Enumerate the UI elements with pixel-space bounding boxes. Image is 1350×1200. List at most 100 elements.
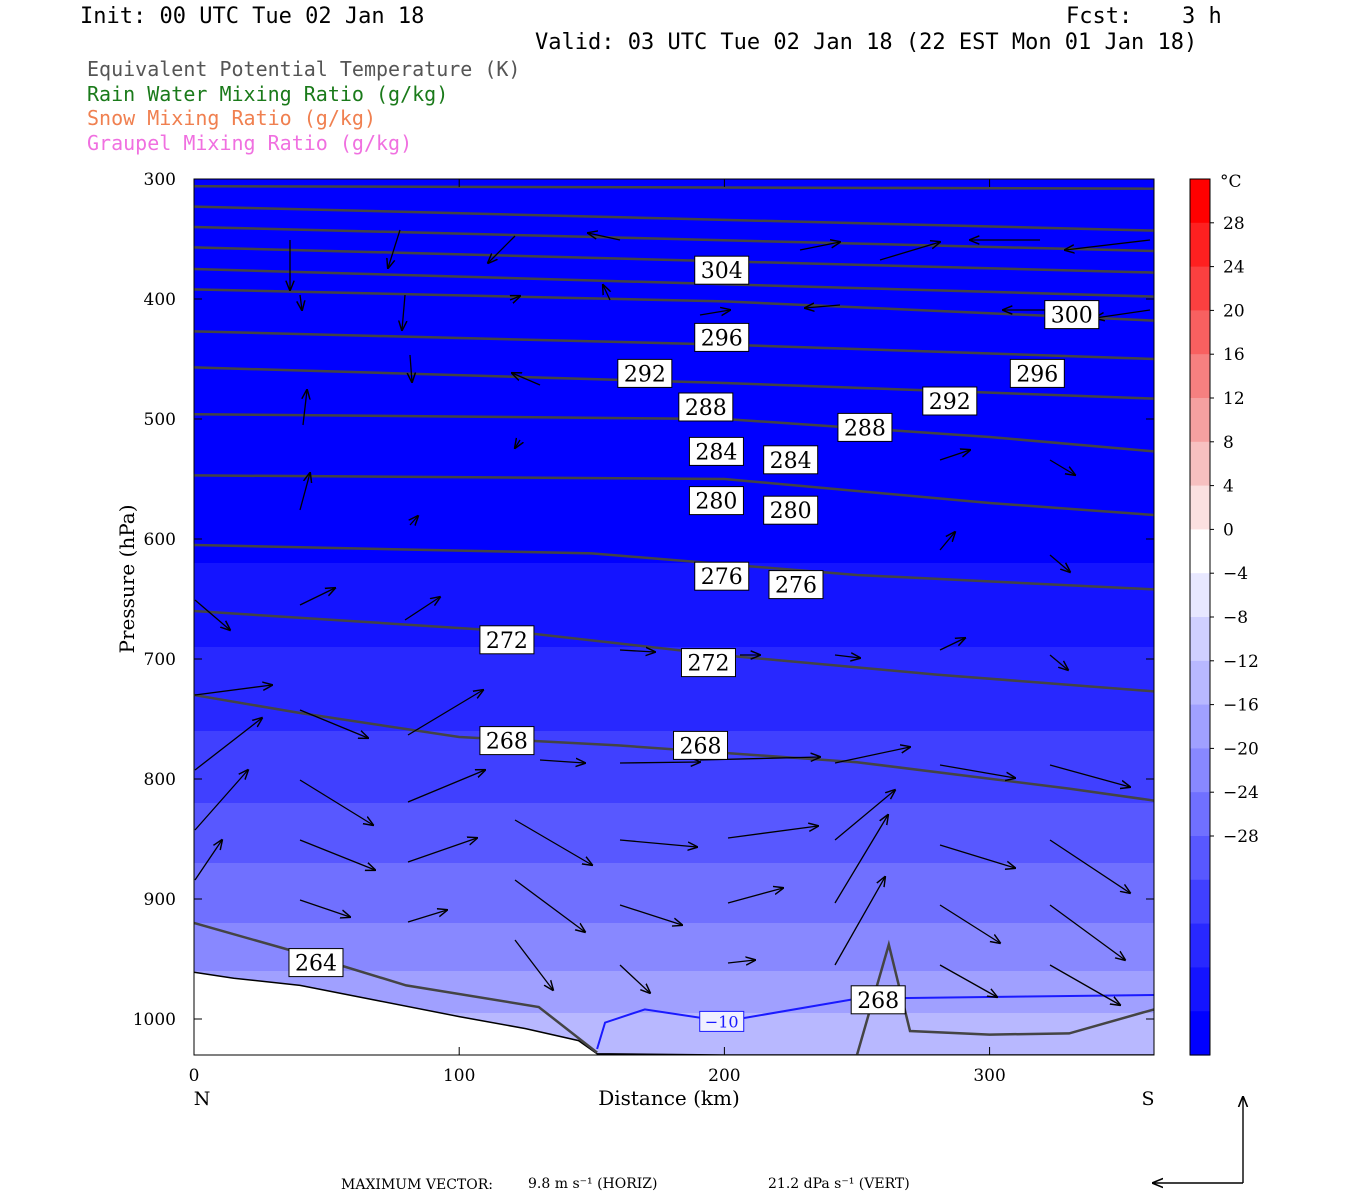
forecast-label: Fcst:: [1066, 4, 1133, 29]
wind-arrow: [1049, 654, 1068, 670]
colorbar: °C 28 24 20 16 12 8 4 0 −4 −8 −12 −16 −20 −24 −28: [1189, 172, 1259, 1056]
wind-arrow: [514, 819, 592, 865]
wind-arrow: [1049, 964, 1120, 1005]
colorbar-swatch: [1190, 573, 1210, 618]
wind-arrow: [407, 770, 485, 803]
wind-arrow: [299, 779, 373, 825]
colorbar-swatch: [1190, 398, 1210, 443]
wind-arrow: [514, 939, 553, 990]
theta-e-contour: [194, 693, 1154, 802]
colorbar-tick-label: 28: [1223, 214, 1245, 234]
theta-e-label: 288: [685, 396, 727, 421]
contour-label-box: [673, 730, 729, 760]
colorbar-swatch: [1190, 354, 1210, 399]
legend-rain: Rain Water Mixing Ratio (g/kg): [87, 82, 449, 106]
x-tick-label: 300: [973, 1066, 1005, 1086]
colorbar-tick-label: 12: [1223, 389, 1245, 409]
colorbar-swatch: [1190, 879, 1210, 925]
wind-arrow: [299, 839, 375, 870]
wind-arrow: [404, 597, 440, 621]
wind-arrow: [515, 440, 520, 448]
contour-labels: 304 300 296 296 292 292 288 288 284 284 280 280 276 2…: [288, 255, 1100, 1032]
y-tick-label: 900: [144, 890, 176, 910]
terrain-fill: [194, 972, 1154, 1055]
colorbar-swatch: [1190, 266, 1210, 311]
max-vector-horiz: 9.8 m s⁻¹ (HORIZ): [528, 1176, 658, 1192]
y-tick-label: 700: [144, 650, 176, 670]
wind-arrow: [699, 310, 730, 315]
wind-arrow: [834, 877, 885, 966]
wind-arrow: [939, 964, 997, 997]
colorbar-swatch: [1190, 485, 1210, 530]
y-tick-label: 800: [144, 770, 176, 790]
colorbar-tick-label: −4: [1223, 564, 1248, 584]
wind-arrow: [939, 638, 965, 651]
wind-arrow: [834, 815, 888, 904]
wind-arrow: [407, 690, 483, 736]
colorbar-swatch: [1190, 179, 1210, 224]
wind-arrow: [939, 532, 955, 551]
colorbar-tick-label: −12: [1223, 652, 1259, 672]
y-tick-label: 500: [144, 410, 176, 430]
contour-label-box: [768, 570, 824, 600]
theta-e-contour: [194, 184, 1154, 190]
contour-label-box: [850, 985, 906, 1015]
colorbar-tick-label: 24: [1223, 258, 1245, 278]
colorbar-swatch: [1190, 617, 1210, 662]
wind-arrow: [194, 685, 272, 696]
wind-arrow: [939, 764, 1015, 778]
isotherm-label-box: [699, 1010, 745, 1032]
wind-arrow: [303, 390, 307, 426]
wind-arrow: [939, 844, 1015, 868]
theta-e-contour: [194, 205, 1154, 232]
wind-arrow: [805, 305, 841, 308]
wind-arrow: [1049, 839, 1130, 893]
wind-arrow: [509, 296, 520, 300]
legend-snow: Snow Mixing Ratio (g/kg): [87, 106, 376, 130]
wind-arrow: [834, 655, 860, 658]
theta-e-contour: [194, 246, 1154, 274]
colorbar-tick-label: 0: [1223, 520, 1234, 540]
wind-arrow: [619, 904, 682, 925]
field-band: [194, 647, 1154, 732]
wind-arrow: [879, 242, 940, 261]
wind-arrow: [1065, 239, 1151, 250]
wind-arrow: [299, 473, 310, 511]
theta-e-label: 268: [680, 734, 722, 759]
valid-time: Valid: 03 UTC Tue 02 Jan 18 (22 EST Mon …: [535, 30, 1198, 55]
wind-arrow: [834, 747, 910, 764]
x-tick-label: 200: [708, 1066, 740, 1086]
contour-label-box: [1009, 358, 1065, 388]
wind-arrow: [194, 840, 222, 881]
wind-arrow: [514, 879, 585, 932]
theta-e-label: 292: [624, 362, 666, 387]
surface-line: [194, 971, 1154, 1055]
theta-e-label: 284: [770, 449, 812, 474]
wind-arrow: [1049, 459, 1075, 475]
wind-arrow: [194, 718, 262, 771]
colorbar-swatch: [1190, 441, 1210, 487]
theta-e-label: 272: [486, 629, 528, 654]
theta-e-label: 300: [1051, 304, 1093, 329]
forecast-hour: 3 h: [1182, 4, 1222, 29]
contour-label-box: [617, 358, 673, 388]
theta-e-label: 272: [687, 652, 729, 677]
contour-label-box: [1044, 300, 1100, 330]
wind-arrow: [410, 354, 412, 382]
legend-theta-e: Equivalent Potential Temperature (K): [87, 57, 521, 81]
wind-arrow: [488, 235, 516, 263]
theta-e-label: 280: [770, 499, 812, 524]
colorbar-swatch: [1190, 222, 1210, 268]
theta-e-label: 284: [695, 440, 737, 465]
theta-e-contour: [194, 366, 1154, 400]
wind-arrow: [1049, 764, 1130, 787]
contour-label-box: [837, 412, 893, 442]
field-band: [194, 491, 1154, 564]
wind-vectors: [194, 229, 1151, 1005]
wind-arrow: [410, 516, 418, 525]
contour-label-box: [678, 392, 734, 422]
field-band: [194, 863, 1154, 924]
contour-label-box: [688, 436, 744, 466]
y-tick-label: 400: [144, 290, 176, 310]
